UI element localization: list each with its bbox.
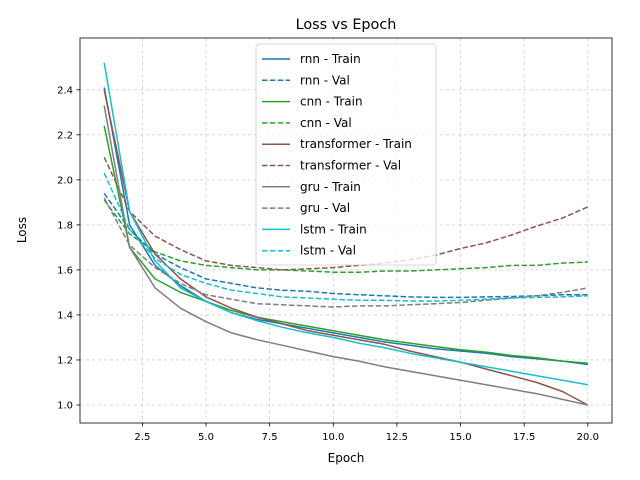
legend-label: lstm - Val: [300, 244, 356, 258]
x-tick-label: 12.5: [386, 432, 408, 443]
legend-label: gru - Train: [300, 180, 361, 194]
legend-label: cnn - Val: [300, 116, 352, 130]
x-tick-label: 20.0: [577, 432, 599, 443]
series-lines: [103, 62, 589, 406]
x-tick-label: 5.0: [198, 432, 214, 443]
series-line-cnn-val: [103, 199, 588, 273]
y-tick-label: 1.4: [57, 310, 73, 321]
series-line-transformer-train: [103, 89, 589, 406]
legend-label: cnn - Train: [300, 95, 363, 109]
x-tick-label: 10.0: [322, 432, 344, 443]
x-tick-label: 15.0: [449, 432, 471, 443]
legend-label: lstm - Train: [300, 222, 367, 236]
series-line-gru-train: [103, 105, 588, 406]
series-line-rnn-val: [103, 192, 588, 299]
legend-label: transformer - Val: [300, 159, 401, 173]
series-line-cnn-train: [103, 125, 588, 365]
legend-box: [255, 43, 437, 266]
y-tick-label: 2.0: [57, 175, 73, 186]
plot-frame: [79, 37, 613, 424]
y-axis-label: Loss: [15, 217, 29, 243]
legend: rnn - Train rnn - Val cnn - Train cnn - Val…: [255, 43, 437, 266]
legend-label: rnn - Train: [300, 52, 361, 66]
y-tick-label: 1.2: [57, 355, 73, 366]
legend-label: rnn - Val: [300, 73, 350, 87]
y-tick-label: 1.6: [57, 265, 73, 276]
y-tick-label: 2.2: [57, 130, 73, 141]
x-tick-label: 7.5: [262, 432, 278, 443]
chart-title: Loss vs Epoch: [296, 17, 397, 33]
y-tick-label: 1.8: [57, 220, 73, 231]
y-axis-ticks: 1.0 1.2 1.4 1.6 1.8 2.0 2.2 2.4: [57, 85, 80, 411]
y-tick-label: 2.4: [57, 85, 73, 96]
series-line-lstm-val: [103, 172, 588, 302]
series-line-transformer-val: [103, 156, 589, 271]
x-axis-ticks: 2.5 5.0 7.5 10.0 12.5 15.0 17.5 20.0: [134, 423, 599, 443]
series-line-rnn-train: [103, 87, 588, 366]
series-line-lstm-train: [103, 62, 588, 386]
x-tick-label: 2.5: [134, 432, 150, 443]
x-tick-label: 17.5: [513, 432, 535, 443]
x-axis-label: Epoch: [328, 451, 365, 465]
legend-label: gru - Val: [300, 201, 350, 215]
y-tick-label: 1.0: [57, 400, 73, 411]
legend-label: transformer - Train: [300, 137, 412, 151]
